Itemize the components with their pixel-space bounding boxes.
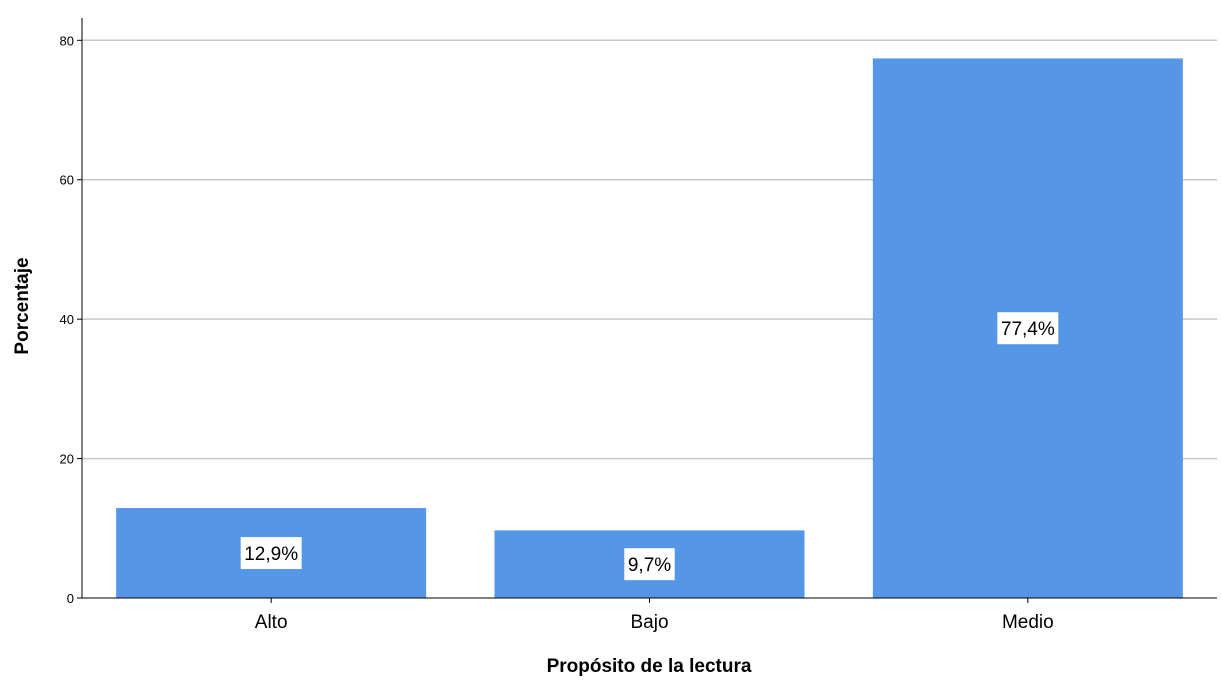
- y-tick-label: 80: [60, 33, 74, 48]
- x-tick-label: Bajo: [630, 612, 668, 633]
- axes: [77, 18, 1217, 603]
- x-tick-label: Medio: [1002, 612, 1054, 633]
- data-label-text: 77,4%: [1001, 319, 1055, 340]
- data-label-alto: 12,9%: [240, 537, 302, 570]
- y-tick-label: 20: [60, 452, 74, 467]
- data-label-medio: 77,4%: [997, 312, 1059, 345]
- data-label-box: [240, 537, 302, 570]
- y-axis-title: Porcentaje: [12, 257, 33, 354]
- data-label-bajo: 9,7%: [624, 548, 675, 581]
- x-axis-title: Propósito de la lectura: [547, 656, 752, 677]
- data-label-box: [997, 312, 1059, 345]
- tick-labels: 0 20 40 60 80 Alto Bajo Medio: [60, 33, 1054, 633]
- y-tick-label: 60: [60, 173, 74, 188]
- y-tick-label: 0: [67, 591, 74, 606]
- data-label-text: 9,7%: [628, 555, 671, 576]
- data-label-box: [624, 548, 675, 581]
- x-tick-label: Alto: [255, 612, 288, 633]
- data-label-text: 12,9%: [244, 544, 298, 565]
- data-labels: 12,9% 9,7% 77,4%: [240, 312, 1059, 581]
- y-tick-label: 40: [60, 312, 74, 327]
